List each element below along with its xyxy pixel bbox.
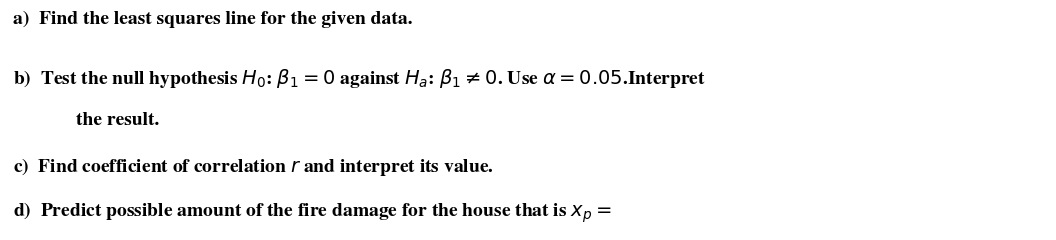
Text: the result.: the result.: [76, 112, 159, 129]
Text: b)  Test the null hypothesis $H_0$: $\beta_1 = 0$ against $H_a$: $\beta_1 \neq 0: b) Test the null hypothesis $H_0$: $\bet…: [13, 67, 705, 90]
Text: a)  Find the least squares line for the given data.: a) Find the least squares line for the g…: [13, 11, 412, 28]
Text: d)  Predict possible amount of the fire damage for the house that is $x_p =$: d) Predict possible amount of the fire d…: [13, 200, 611, 225]
Text: c)  Find coefficient of correlation $r$ and interpret its value.: c) Find coefficient of correlation $r$ a…: [13, 156, 493, 178]
